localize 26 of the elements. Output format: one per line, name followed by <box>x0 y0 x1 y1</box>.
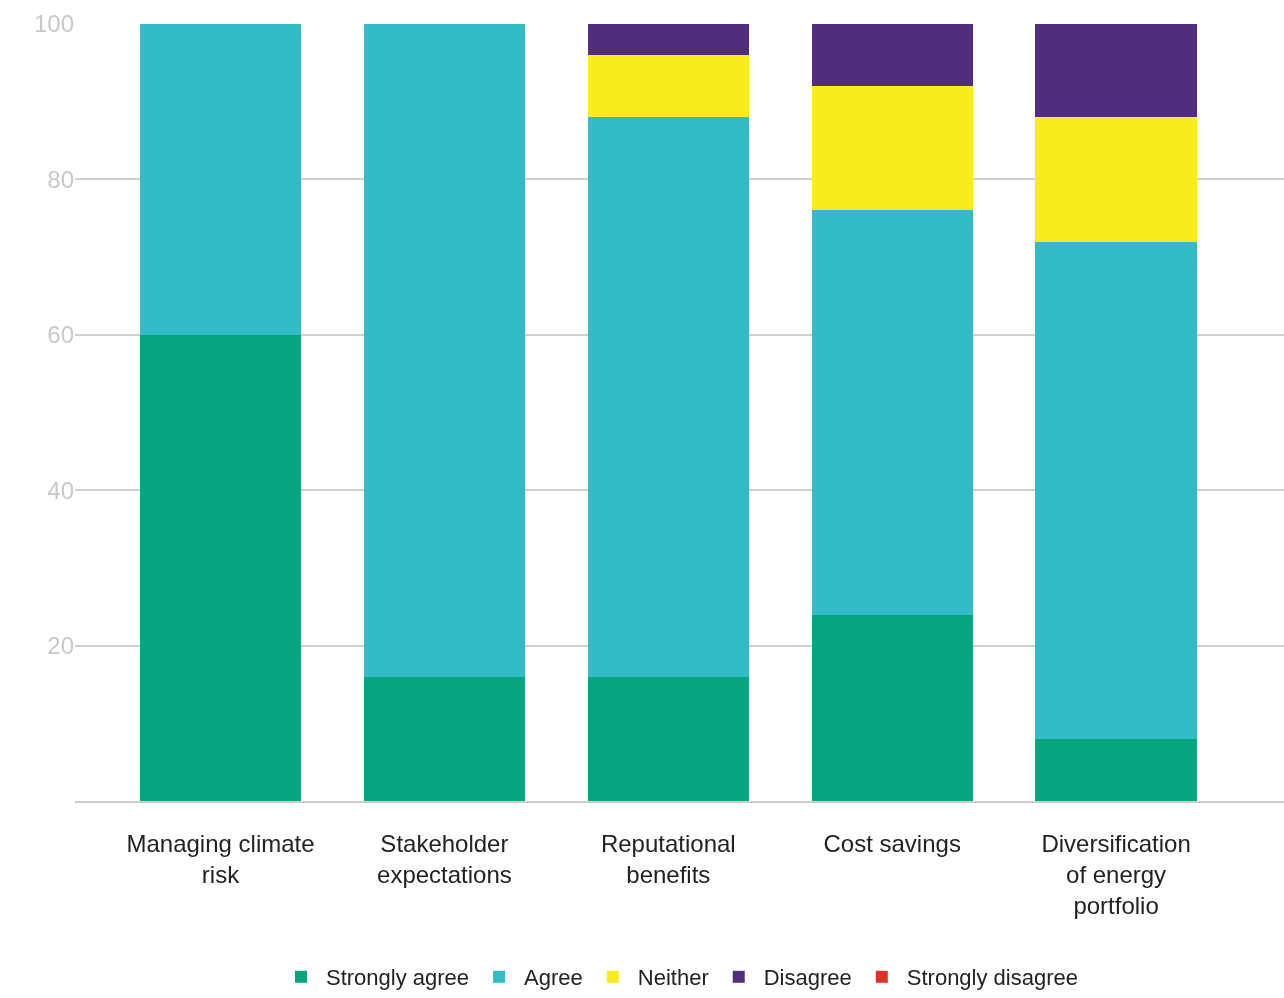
bar <box>811 24 973 87</box>
bar <box>139 334 302 801</box>
bar <box>363 24 526 677</box>
x-tick-label: Diversification of energy portfolio <box>1041 829 1191 920</box>
legend-label: Disagree <box>763 965 852 991</box>
x-tick-label: Reputational benefits <box>600 829 736 888</box>
bar <box>587 676 749 801</box>
legend-label: Strongly disagree <box>906 965 1078 991</box>
legend-label: Neither <box>637 965 709 991</box>
x-tick-label: Cost savings <box>823 829 961 857</box>
bar <box>811 210 973 615</box>
legend-label: Agree <box>524 965 583 991</box>
bar <box>811 614 973 801</box>
bar <box>139 24 302 335</box>
bar <box>587 24 749 56</box>
bar <box>1035 24 1197 118</box>
bar <box>1035 117 1197 242</box>
bar <box>811 86 973 211</box>
x-tick-label: Stakeholder expectations <box>377 829 512 888</box>
legend-label: Strongly agree <box>326 965 470 991</box>
bar <box>587 117 749 677</box>
bar <box>363 676 526 801</box>
bar <box>587 55 749 118</box>
bar <box>1035 241 1197 739</box>
x-tick-label: Managing climate risk <box>126 829 315 888</box>
bar <box>1035 738 1197 801</box>
